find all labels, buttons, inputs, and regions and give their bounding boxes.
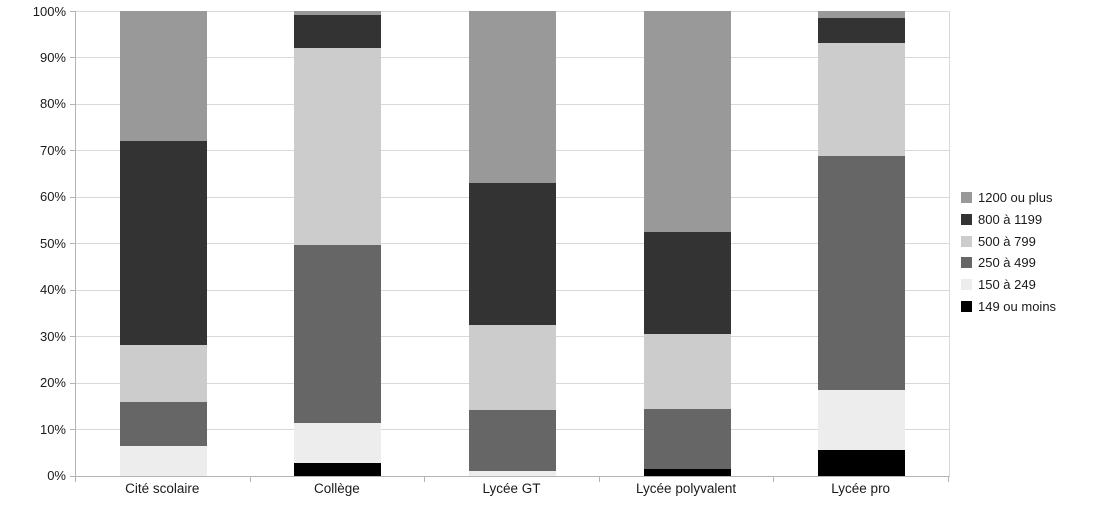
- legend-swatch: [961, 279, 972, 291]
- y-tick-label: 30%: [39, 328, 66, 344]
- category-label: Lycée GT: [482, 481, 541, 496]
- y-tick-label: 40%: [39, 282, 66, 298]
- bar-segment: [294, 422, 382, 463]
- legend-swatch: [961, 192, 972, 204]
- bar-lycée-gt: [469, 11, 556, 476]
- bar-segment: [818, 11, 906, 19]
- bar-segment: [643, 334, 731, 410]
- bar-segment: [469, 410, 556, 471]
- bar-segment: [294, 11, 382, 15]
- bar-segment: [119, 141, 207, 345]
- legend-swatch: [961, 235, 972, 247]
- bar-cité-scolaire: [119, 11, 207, 476]
- bar-segment: [469, 182, 556, 325]
- bar-segment: [294, 244, 382, 423]
- legend-item: 149 ou moins: [961, 295, 1056, 317]
- bar-segment: [818, 390, 906, 450]
- y-axis-tick: [70, 382, 76, 384]
- bar-segment: [643, 469, 731, 476]
- y-axis-tick: [70, 57, 76, 59]
- bar-segment: [469, 470, 556, 476]
- y-axis-tick: [70, 11, 76, 12]
- bar-segment: [294, 462, 382, 476]
- legend-item: 1200 ou plus: [961, 187, 1056, 209]
- y-tick-label: 100%: [32, 3, 66, 19]
- bar-collège: [294, 11, 382, 476]
- bar-segment: [294, 48, 382, 245]
- legend-label: 150 à 249: [978, 277, 1036, 293]
- x-axis-tick: [75, 476, 76, 482]
- category-label: Collège: [314, 481, 360, 496]
- legend: 1200 ou plus 800 à 1199 500 à 799 250 à 499…: [961, 187, 1056, 317]
- x-axis-tick: [424, 476, 426, 482]
- legend-label: 149 ou moins: [978, 298, 1057, 314]
- legend-label: 800 à 1199: [978, 212, 1043, 228]
- legend-label: 250 à 499: [978, 255, 1036, 271]
- y-axis-tick: [70, 475, 76, 477]
- legend-label: 500 à 799: [978, 233, 1036, 249]
- y-axis-tick: [70, 150, 76, 152]
- bar-segment: [643, 11, 731, 232]
- bar-segment: [119, 402, 207, 447]
- legend-item: 150 à 249: [961, 274, 1056, 296]
- legend-item: 800 à 1199: [961, 209, 1056, 231]
- y-tick-label: 20%: [39, 375, 66, 391]
- legend-item: 500 à 799: [961, 230, 1056, 252]
- bar-lycée-pro: [818, 11, 906, 476]
- category-label: Cité scolaire: [125, 481, 200, 496]
- y-axis-tick: [70, 289, 76, 291]
- y-axis-tick: [70, 103, 76, 105]
- legend-swatch: [961, 214, 972, 226]
- x-axis-tick: [773, 476, 775, 482]
- y-tick-label: 50%: [39, 235, 66, 251]
- bar-segment: [119, 344, 207, 403]
- legend-item: 250 à 499: [961, 252, 1056, 274]
- y-axis-tick: [70, 243, 76, 245]
- y-axis-tick: [70, 336, 76, 338]
- bar-segment: [294, 14, 382, 49]
- plot-area: [75, 11, 950, 477]
- x-axis-tick: [948, 476, 949, 482]
- x-axis-tick: [249, 476, 251, 482]
- legend-swatch: [961, 257, 972, 269]
- y-axis-tick: [70, 429, 76, 431]
- y-tick-label: 10%: [39, 421, 66, 437]
- y-axis-tick: [70, 196, 76, 198]
- bar-segment: [818, 449, 906, 476]
- y-tick-label: 0%: [47, 468, 66, 483]
- bar-segment: [818, 43, 906, 156]
- bar-lycée-polyvalent: [643, 11, 731, 476]
- category-label: Lycée pro: [831, 481, 891, 496]
- y-tick-label: 80%: [39, 96, 66, 112]
- bar-segment: [119, 11, 207, 142]
- category-label: Lycée polyvalent: [636, 481, 737, 496]
- y-tick-label: 70%: [39, 142, 66, 158]
- bar-segment: [469, 11, 556, 183]
- y-tick-label: 60%: [39, 189, 66, 205]
- legend-label: 1200 ou plus: [978, 190, 1053, 206]
- x-axis-tick: [598, 476, 600, 482]
- bar-segment: [818, 155, 906, 391]
- bar-segment: [469, 324, 556, 411]
- bar-segment: [643, 409, 731, 469]
- y-tick-label: 90%: [39, 49, 66, 65]
- bar-segment: [119, 446, 207, 476]
- bar-segment: [643, 231, 731, 335]
- bar-segment: [818, 18, 906, 44]
- legend-swatch: [961, 300, 972, 312]
